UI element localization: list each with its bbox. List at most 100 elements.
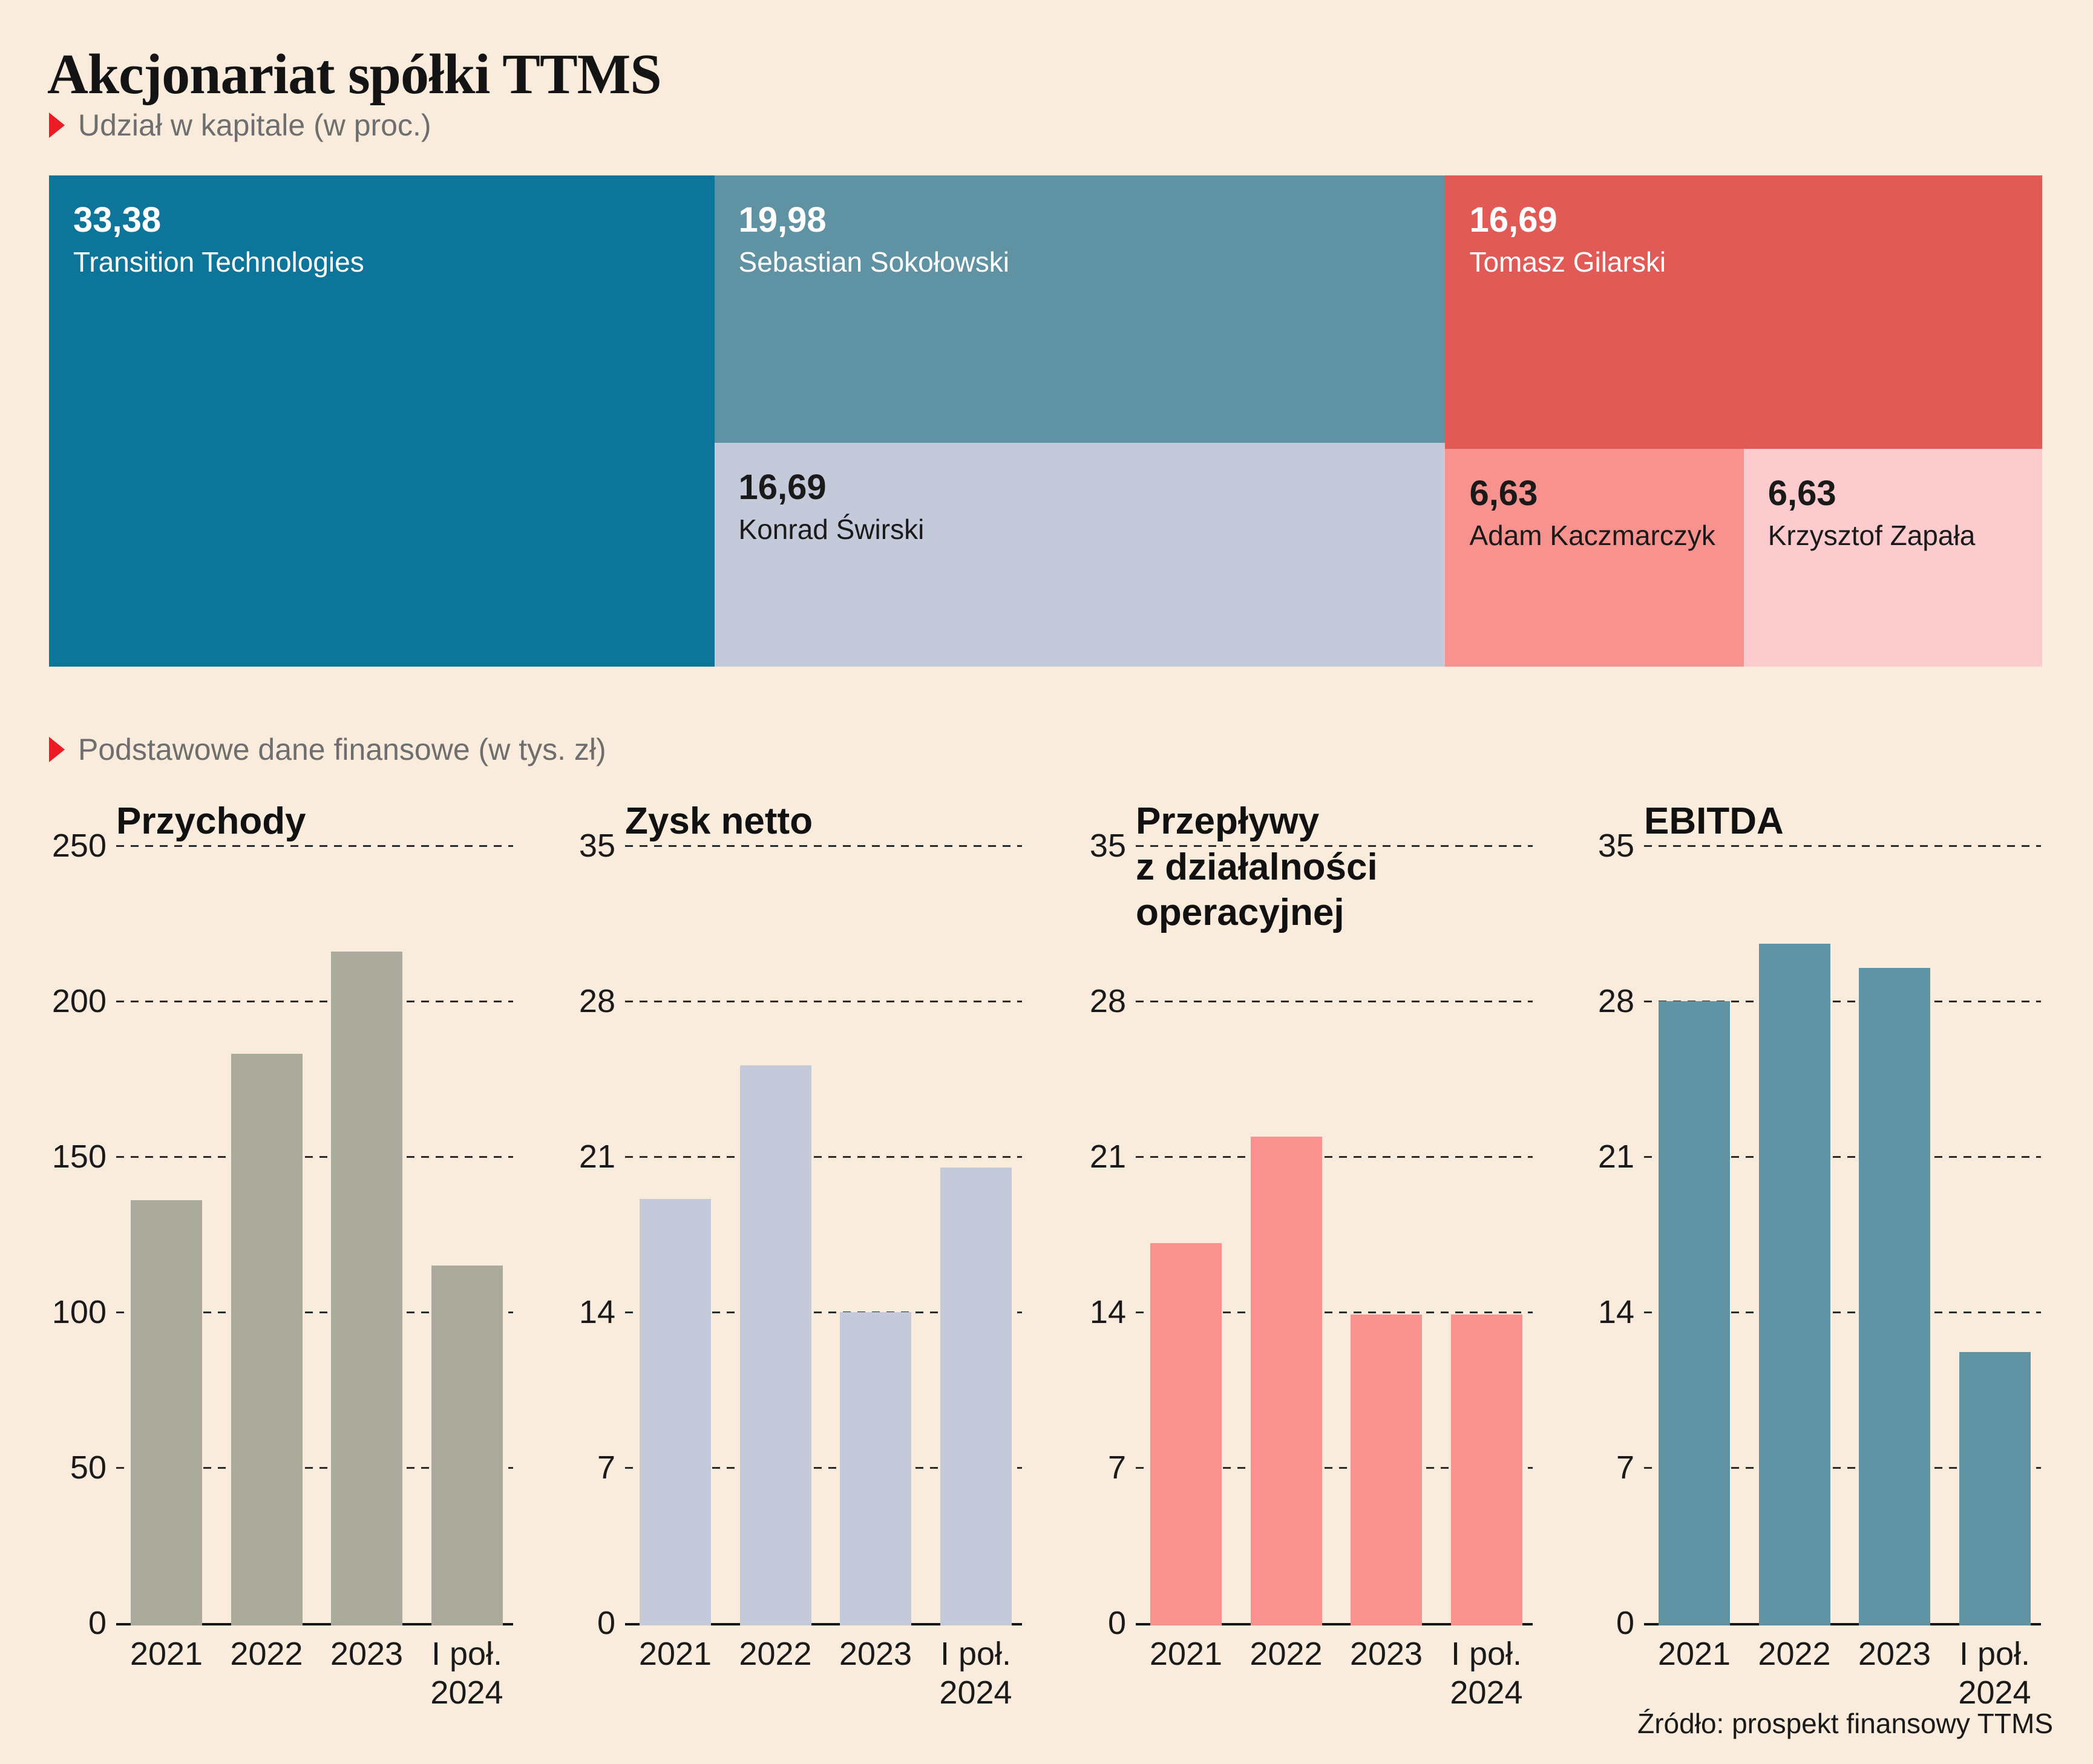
gridline	[116, 845, 513, 847]
gridline	[116, 1001, 513, 1002]
x-tick-label: 2023	[330, 1636, 404, 1672]
y-tick-label: 28	[578, 983, 615, 1019]
y-tick-label: 7	[1107, 1449, 1126, 1486]
x-axis-line	[116, 1623, 513, 1625]
treemap-cell-krzysztof-zapa-a: 6,63 Krzysztof Zapała	[1743, 449, 2042, 667]
y-tick-label: 14	[1089, 1294, 1126, 1330]
y-tick-label: 14	[578, 1294, 615, 1330]
x-tick-label: 2023	[1349, 1636, 1423, 1672]
gridline	[1136, 1312, 1533, 1313]
treemap-cell-value: 16,69	[1469, 200, 1557, 240]
gridline	[116, 1156, 513, 1158]
bar-przep-ywy-z-dzia-alno-ci-operacyjnej-2023	[1351, 1314, 1422, 1625]
treemap-cell-value: 6,63	[1469, 474, 1538, 514]
bar-przep-ywy-z-dzia-alno-ci-operacyjnej-2021	[1150, 1243, 1222, 1625]
x-tick-label: 2022	[230, 1636, 303, 1672]
gridline	[625, 1467, 1022, 1469]
gridline	[1644, 1156, 2041, 1158]
gridline	[625, 1001, 1022, 1002]
treemap-cell-sebastian-soko-owski: 19,98 Sebastian Sokołowski	[714, 175, 1446, 443]
treemap-section-label: Udział w kapitale (w proc.)	[49, 109, 431, 141]
bar-zysk-netto-2022	[739, 1065, 811, 1625]
bar-przychody-2023	[331, 951, 402, 1625]
x-tick-label: 2022	[1250, 1636, 1323, 1672]
y-tick-label: 28	[1597, 983, 1634, 1019]
bar-przychody-2021	[131, 1200, 202, 1625]
chart-title-przychody: Przychody	[116, 800, 306, 842]
y-tick-label: 35	[578, 828, 615, 864]
source-note: Źródło: prospekt finansowy TTMS	[1637, 1708, 2053, 1739]
bar-ebitda-2021	[1659, 1001, 1730, 1625]
y-tick-label: 0	[597, 1605, 615, 1641]
bar-zysk-netto-2023	[840, 1312, 911, 1625]
y-tick-label: 14	[1597, 1294, 1634, 1330]
y-tick-label: 35	[1597, 828, 1634, 864]
y-tick-label: 0	[88, 1605, 106, 1641]
gridline	[625, 845, 1022, 847]
y-tick-label: 150	[51, 1138, 106, 1175]
y-tick-label: 200	[51, 983, 106, 1019]
bar-przep-ywy-z-dzia-alno-ci-operacyjnej-I-poł.-2024	[1450, 1314, 1522, 1625]
y-tick-label: 7	[1616, 1449, 1634, 1486]
x-tick-label: I poł. 2024	[939, 1636, 1012, 1711]
x-axis-line	[1644, 1623, 2041, 1625]
treemap-cell-tomasz-gilarski: 16,69 Tomasz Gilarski	[1445, 175, 2042, 449]
bar-ebitda-2022	[1758, 943, 1830, 1625]
shareholders-treemap: 33,38 Transition Technologies 19,98 Sebasti…	[49, 175, 2042, 667]
treemap-cell-value: 33,38	[73, 200, 162, 240]
x-tick-label: 2022	[1758, 1636, 1831, 1672]
y-tick-label: 0	[1616, 1605, 1634, 1641]
bar-ebitda-I-poł.-2024	[1959, 1352, 2031, 1625]
treemap-bottom-row: 6,63 Adam Kaczmarczyk 6,63 Krzysztof Zapała	[1445, 449, 2042, 667]
bar-przep-ywy-z-dzia-alno-ci-operacyjnej-2022	[1250, 1136, 1322, 1625]
charts-section-label: Podstawowe dane finansowe (w tys. zł)	[49, 734, 606, 765]
gridline	[116, 1312, 513, 1313]
chart-title-przep-ywy-z-dzia-alno-ci-operacyjnej: Przepływy z działalności operacyjnej	[1136, 800, 1378, 934]
y-tick-label: 50	[70, 1449, 106, 1486]
charts-section-text: Podstawowe dane finansowe (w tys. zł)	[78, 732, 606, 766]
x-axis-line	[625, 1623, 1022, 1625]
gridline	[1644, 845, 2041, 847]
x-tick-label: 2022	[739, 1636, 812, 1672]
bar-przychody-2022	[231, 1054, 303, 1625]
x-tick-label: 2021	[1657, 1636, 1731, 1672]
treemap-cell-name: Adam Kaczmarczyk	[1469, 520, 1715, 552]
treemap-section-text: Udział w kapitale (w proc.)	[78, 108, 431, 142]
treemap-cell-value: 16,69	[738, 468, 827, 508]
treemap-cell-name: Sebastian Sokołowski	[738, 246, 1009, 278]
x-tick-label: I poł. 2024	[430, 1636, 503, 1711]
gridline	[116, 1467, 513, 1469]
chart-title-ebitda: EBITDA	[1644, 800, 1784, 842]
x-tick-label: 2023	[839, 1636, 912, 1672]
bar-ebitda-2023	[1859, 967, 1930, 1625]
treemap-column: 19,98 Sebastian Sokołowski 16,69 Konrad Świ…	[714, 175, 1446, 667]
gridline	[625, 1312, 1022, 1313]
gridline	[1136, 1001, 1533, 1002]
x-tick-label: I poł. 2024	[1958, 1636, 2031, 1711]
treemap-cell-adam-kaczmarczyk: 6,63 Adam Kaczmarczyk	[1445, 449, 1744, 667]
section-arrow-icon	[49, 737, 65, 762]
treemap-cell-name: Krzysztof Zapała	[1767, 520, 1976, 552]
treemap-cell-value: 19,98	[738, 200, 827, 240]
y-tick-label: 7	[597, 1449, 615, 1486]
y-tick-label: 21	[1597, 1138, 1634, 1175]
treemap-cell-konrad-wirski: 16,69 Konrad Świrski	[714, 443, 1446, 667]
treemap-cell-name: Tomasz Gilarski	[1469, 246, 1666, 278]
y-tick-label: 35	[1089, 828, 1126, 864]
treemap-cell-transition-technologies: 33,38 Transition Technologies	[49, 175, 715, 667]
section-arrow-icon	[49, 113, 65, 138]
y-tick-label: 28	[1089, 983, 1126, 1019]
gridline	[1136, 1156, 1533, 1158]
y-tick-label: 21	[578, 1138, 615, 1175]
treemap-cell-name: Konrad Świrski	[738, 514, 925, 546]
bar-przychody-I-poł.-2024	[431, 1265, 503, 1625]
y-tick-label: 250	[51, 828, 106, 864]
gridline	[1136, 845, 1533, 847]
gridline	[1644, 1001, 2041, 1002]
bar-zysk-netto-I-poł.-2024	[940, 1168, 1012, 1625]
bar-zysk-netto-2021	[640, 1198, 711, 1625]
page-title: Akcjonariat spółki TTMS	[47, 43, 662, 106]
treemap-column: 16,69 Tomasz Gilarski 6,63 Adam Kaczmarczyk…	[1445, 175, 2042, 667]
x-axis-line	[1136, 1623, 1533, 1625]
